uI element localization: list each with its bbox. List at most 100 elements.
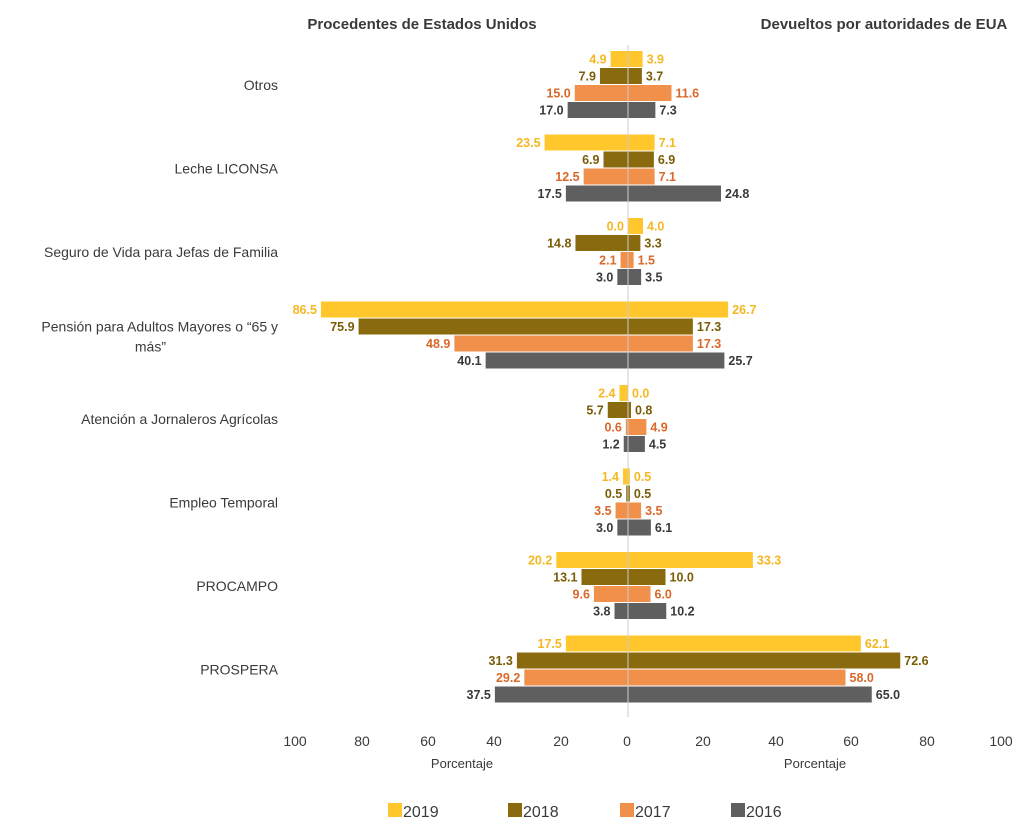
value-label-right-2017-7: 58.0 [850,671,874,685]
value-label-right-2018-4: 0.8 [635,404,652,418]
bar-right-2018-4 [628,402,631,418]
value-label-left-2017-2: 2.1 [599,254,616,268]
bar-left-2019-0 [610,51,628,67]
bar-left-2018-6 [581,569,628,585]
bar-right-2019-1 [628,134,655,151]
value-label-left-2016-0: 17.0 [539,104,563,118]
value-label-right-2017-3: 17.3 [697,337,721,351]
value-label-right-2017-2: 1.5 [638,254,655,268]
value-label-right-2019-7: 62.1 [865,637,889,651]
value-label-left-2018-0: 7.9 [579,70,596,84]
value-label-left-2016-2: 3.0 [596,271,613,285]
bar-right-2017-7 [628,669,846,686]
bar-right-2017-6 [628,586,651,602]
value-label-left-2018-3: 75.9 [330,320,354,334]
value-label-right-2016-5: 6.1 [655,521,672,535]
bar-left-2016-7 [494,686,628,703]
bar-right-2017-2 [628,252,634,268]
value-label-left-2017-6: 9.6 [573,588,590,602]
value-label-right-2017-4: 4.9 [650,421,667,435]
bar-right-2016-1 [628,185,721,202]
right-panel-title: Devueltos por autoridades de EUA [761,16,1008,33]
value-label-right-2019-3: 26.7 [732,303,756,317]
value-label-left-2017-0: 15.0 [546,87,570,101]
category-label-7: PROSPERA [200,662,278,678]
value-label-right-2018-1: 6.9 [658,153,675,167]
bar-left-2016-5 [617,519,628,536]
legend-swatch-2019 [388,803,402,817]
tick-label-2: 60 [420,733,436,749]
bar-right-2018-3 [628,318,693,335]
category-label-3-line1: Pensión para Adultos Mayores o “65 y [41,319,278,335]
tick-label-7: 40 [768,733,784,749]
value-label-right-2016-7: 65.0 [876,688,900,702]
bar-left-2016-6 [614,603,628,619]
bar-right-2019-5 [628,468,630,485]
bar-right-2019-6 [628,552,753,568]
value-label-left-2018-4: 5.7 [586,404,603,418]
bar-left-2017-0 [574,85,628,101]
bar-left-2018-5 [626,485,628,502]
bar-left-2017-6 [593,586,628,602]
value-label-left-2019-2: 0.0 [607,220,624,234]
value-label-left-2016-5: 3.0 [596,521,613,535]
bar-left-2016-1 [565,185,628,202]
tick-label-6: 20 [695,733,711,749]
legend-swatch-2018 [508,803,522,817]
bar-right-2018-0 [628,68,642,84]
value-label-right-2016-0: 7.3 [659,104,676,118]
legend-swatch-2016 [731,803,745,817]
bar-left-2017-7 [524,669,628,686]
value-label-right-2018-5: 0.5 [634,487,651,501]
tick-label-4: 20 [553,733,569,749]
bar-right-2017-5 [628,502,642,519]
bar-left-2018-4 [607,402,628,418]
value-label-right-2019-5: 0.5 [634,470,651,484]
bar-left-2019-7 [565,635,628,652]
tick-label-9: 80 [919,733,935,749]
bar-left-2016-0 [567,102,628,118]
category-label-5: Empleo Temporal [169,495,278,511]
value-label-right-2019-2: 4.0 [647,220,664,234]
value-label-right-2016-1: 24.8 [725,187,749,201]
value-label-left-2016-4: 1.2 [602,438,619,452]
left-axis-title: Porcentaje [431,756,493,771]
bar-left-2017-4 [625,419,628,435]
bar-right-2017-0 [628,85,672,101]
right-axis-title: Porcentaje [784,756,846,771]
bar-left-2019-4 [619,385,628,401]
value-label-right-2016-3: 25.7 [728,354,752,368]
value-label-left-2017-7: 29.2 [496,671,520,685]
value-label-right-2016-6: 10.2 [670,605,694,619]
bar-right-2018-2 [628,235,641,251]
bar-left-2016-4 [623,436,628,452]
value-label-right-2019-6: 33.3 [757,554,781,568]
bar-right-2018-7 [628,652,901,669]
bar-right-2016-3 [628,352,725,369]
value-label-right-2017-6: 6.0 [655,588,672,602]
legend-label-2019: 2019 [403,804,439,821]
category-label-4: Atención a Jornaleros Agrícolas [81,411,278,427]
value-label-right-2017-0: 11.6 [676,87,700,101]
bar-left-2017-1 [583,168,628,185]
bar-right-2016-7 [628,686,872,703]
bar-right-2018-5 [628,485,630,502]
bar-left-2018-2 [575,235,628,251]
bar-left-2017-5 [615,502,628,519]
bar-right-2017-1 [628,168,655,185]
value-label-left-2019-3: 86.5 [293,303,317,317]
value-label-right-2019-4: 0.0 [632,387,649,401]
value-label-right-2017-5: 3.5 [645,504,662,518]
value-label-left-2019-1: 23.5 [516,136,540,150]
value-label-right-2018-2: 3.3 [644,237,661,251]
legend-swatch-2017 [620,803,634,817]
bar-right-2019-2 [628,218,643,234]
bar-right-2017-3 [628,335,693,352]
bar-left-2018-3 [358,318,628,335]
bar-right-2018-1 [628,151,654,168]
left-panel-title: Procedentes de Estados Unidos [307,16,536,33]
value-label-right-2016-2: 3.5 [645,271,662,285]
value-label-left-2016-1: 17.5 [538,187,562,201]
